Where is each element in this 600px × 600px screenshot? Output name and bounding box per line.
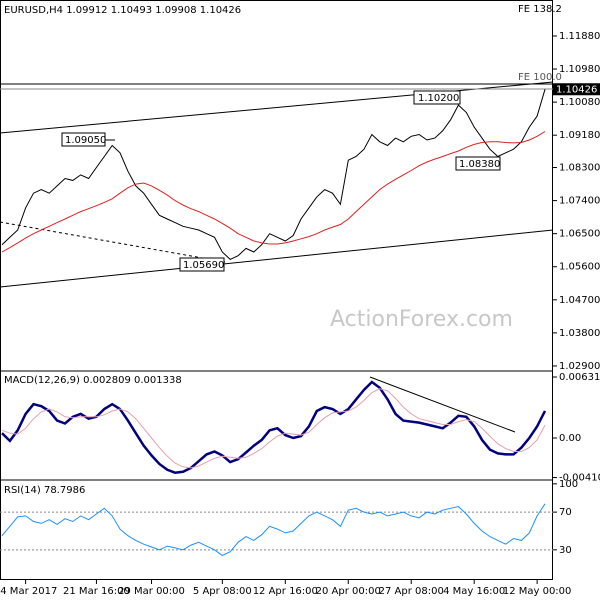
y-tick-label: 70 xyxy=(559,507,572,518)
annotation: 1.05690 xyxy=(183,260,224,271)
price-label: 1.10426 xyxy=(556,84,597,95)
x-tick-label: 29 Mar 00:00 xyxy=(118,586,185,597)
trend-line xyxy=(0,221,226,263)
annotation-box xyxy=(455,156,501,171)
y-tick-label: -0.004102 xyxy=(559,473,600,484)
x-tick-label: 5 Apr 08:00 xyxy=(193,586,252,597)
series-line xyxy=(1,131,546,253)
price-box xyxy=(553,83,600,96)
y-tick-label: 0.00 xyxy=(559,433,581,444)
y-tick-label: 1.05600 xyxy=(559,262,600,273)
fe-label: FE 138.2 xyxy=(518,4,562,15)
x-tick-label: 27 Apr 08:00 xyxy=(379,586,444,597)
frame xyxy=(0,0,553,580)
y-tick-label: 1.04700 xyxy=(559,295,600,306)
annotation: 1.10200 xyxy=(418,93,459,104)
x-tick-label: 4 May 16:00 xyxy=(443,586,505,597)
series-line xyxy=(1,89,546,260)
y-tick-label: 30 xyxy=(559,545,572,556)
y-tick-label: 1.03800 xyxy=(559,328,600,339)
watermark: ActionForex.com xyxy=(330,307,513,332)
series-line xyxy=(1,503,546,557)
y-tick-label: 0.006319 xyxy=(559,372,600,383)
y-tick-label: 1.10980 xyxy=(559,64,600,75)
panel-title: RSI(14) 78.7986 xyxy=(4,485,85,496)
series-line xyxy=(1,388,546,469)
series-line xyxy=(1,380,547,474)
annotation-box xyxy=(179,257,225,272)
y-tick-label: 1.11880 xyxy=(559,31,600,42)
y-tick-label: 1.07400 xyxy=(559,196,600,207)
macd-trend-line xyxy=(369,376,516,433)
y-tick-label: 1.06500 xyxy=(559,229,600,240)
y-tick-label: 1.09180 xyxy=(559,130,600,141)
channel-line xyxy=(0,229,554,288)
header: EURUSD,H4 1.09912 1.10493 1.09908 1.1042… xyxy=(4,5,241,16)
annotation: 1.09050 xyxy=(65,135,106,146)
x-tick-label: 14 Mar 2017 xyxy=(0,586,57,597)
panel-title: MACD(12,26,9) 0.002809 0.001338 xyxy=(4,375,182,386)
y-tick-label: 1.10080 xyxy=(559,97,600,108)
x-tick-label: 12 May 00:00 xyxy=(503,586,572,597)
y-tick-label: 1.08300 xyxy=(559,163,600,174)
x-tick-label: 21 Mar 16:00 xyxy=(63,586,130,597)
y-tick-label: 1.02900 xyxy=(559,361,600,372)
x-tick-label: 12 Apr 16:00 xyxy=(253,586,318,597)
annotation-box xyxy=(61,132,106,147)
channel-line xyxy=(0,81,554,134)
annotation: 1.08380 xyxy=(459,159,500,170)
x-tick-label: 20 Apr 00:00 xyxy=(316,586,381,597)
annotation-box xyxy=(413,90,461,105)
y-tick-label: 100 xyxy=(559,479,578,490)
fe-label: FE 100.0 xyxy=(518,72,562,83)
